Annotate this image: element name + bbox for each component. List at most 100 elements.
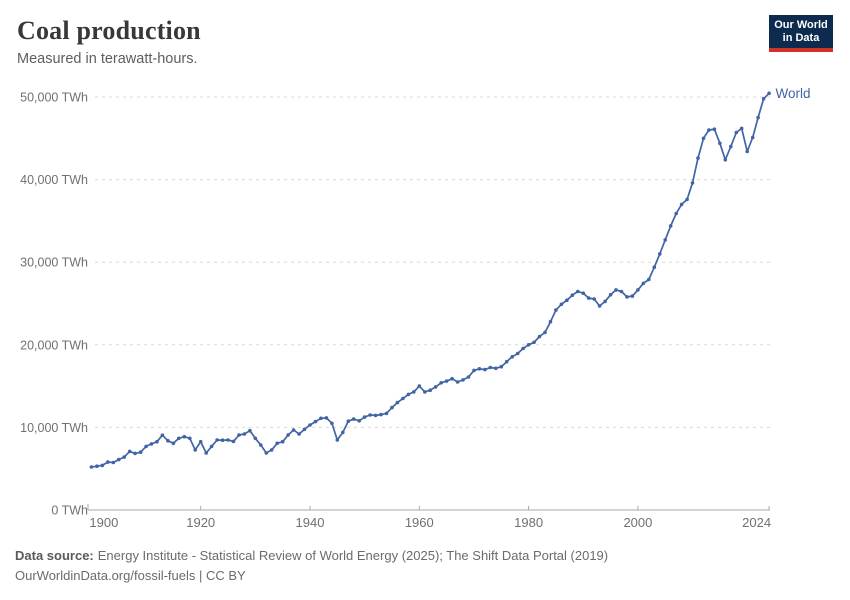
data-point-marker	[253, 436, 258, 441]
y-axis-tick-label: 20,000 TWh	[20, 338, 88, 352]
x-axis-tick-label: 1940	[296, 515, 325, 530]
data-point-marker	[543, 330, 547, 335]
data-point-marker	[302, 427, 307, 432]
world-series-label[interactable]: World	[776, 86, 811, 101]
data-point-marker	[532, 340, 536, 345]
data-point-marker	[401, 396, 405, 401]
data-source-label: Data source:	[15, 548, 94, 563]
data-point-marker	[701, 136, 706, 141]
data-point-marker	[362, 415, 367, 419]
data-point-marker	[373, 413, 378, 418]
data-point-marker	[341, 430, 345, 435]
x-axis-tick-label: 2000	[623, 515, 652, 530]
owid-url-link[interactable]: OurWorldinData.org/fossil-fuels	[15, 567, 196, 583]
y-axis-tick-label: 30,000 TWh	[20, 256, 88, 270]
data-point-marker	[280, 439, 285, 444]
y-axis-tick-label: 40,000 TWh	[20, 173, 88, 187]
data-point-marker	[100, 463, 105, 468]
world-series-markers[interactable]	[89, 91, 771, 469]
data-point-marker	[144, 444, 148, 449]
data-point-marker	[608, 293, 613, 297]
data-point-marker	[127, 449, 132, 454]
data-point-marker	[264, 451, 269, 455]
data-point-marker	[313, 419, 318, 424]
data-point-marker	[750, 135, 755, 140]
data-point-marker	[275, 441, 280, 446]
data-point-marker	[439, 381, 444, 385]
data-point-marker	[521, 346, 525, 351]
data-point-marker	[734, 130, 739, 135]
data-point-marker	[122, 455, 126, 459]
x-axis	[87, 504, 770, 511]
data-point-marker	[166, 438, 170, 443]
data-point-marker	[390, 405, 394, 410]
data-point-marker	[718, 141, 722, 146]
data-point-marker	[226, 438, 230, 442]
data-point-marker	[483, 367, 487, 372]
data-point-marker	[499, 364, 504, 369]
x-axis-tick-label: 1980	[514, 515, 543, 530]
data-point-marker	[269, 448, 274, 452]
data-point-marker	[707, 128, 711, 132]
data-point-marker	[537, 334, 542, 339]
data-point-marker	[346, 419, 351, 424]
data-point-marker	[559, 302, 564, 307]
x-axis-tick-label: 1960	[405, 515, 434, 530]
data-point-marker	[149, 442, 154, 446]
data-point-marker	[581, 291, 586, 296]
data-point-marker	[215, 438, 219, 442]
license-text: | CC BY	[195, 567, 246, 583]
data-point-marker	[406, 392, 411, 397]
data-point-marker	[395, 400, 400, 405]
data-point-marker	[586, 296, 591, 300]
license-line: OurWorldinData.org/fossil-fuels | CC BY	[15, 566, 608, 586]
data-point-marker	[188, 436, 192, 441]
page-title: Coal production	[17, 16, 201, 45]
data-point-marker	[351, 417, 356, 421]
data-point-marker	[570, 293, 575, 298]
owid-logo[interactable]: Our World in Data	[769, 15, 833, 52]
y-axis-tick-label: 0 TWh	[51, 504, 88, 518]
data-point-marker	[647, 277, 651, 282]
gridlines	[95, 96, 774, 428]
data-point-marker	[116, 457, 121, 462]
data-point-marker	[756, 115, 760, 120]
data-point-marker	[603, 299, 607, 304]
data-point-marker	[668, 224, 673, 228]
data-point-marker	[472, 368, 476, 373]
data-point-marker	[357, 419, 362, 423]
data-point-marker	[767, 91, 771, 96]
data-point-marker	[636, 288, 640, 292]
data-point-marker	[433, 385, 438, 389]
data-point-marker	[335, 438, 340, 442]
data-point-marker	[597, 304, 602, 308]
data-point-marker	[412, 390, 416, 394]
data-point-marker	[231, 439, 236, 444]
data-point-marker	[565, 298, 569, 303]
data-point-marker	[204, 451, 208, 455]
data-point-marker	[379, 412, 383, 417]
data-point-marker	[428, 388, 433, 393]
data-point-marker	[138, 450, 143, 455]
data-point-marker	[739, 126, 744, 131]
data-point-marker	[494, 366, 498, 371]
data-point-marker	[95, 464, 99, 469]
owid-logo-line2: in Data	[782, 32, 820, 44]
x-axis-tick-label: 1900	[89, 515, 118, 530]
x-axis-labels: 1900 1920 1940 1960 1980 2000 2024	[89, 515, 771, 530]
data-point-marker	[625, 295, 629, 299]
chart-footer: Data source: Energy Institute - Statistic…	[15, 546, 608, 585]
data-point-marker	[652, 265, 657, 270]
data-point-marker	[504, 359, 509, 364]
world-series-line[interactable]	[90, 92, 770, 468]
y-axis-tick-label: 10,000 TWh	[20, 421, 88, 435]
x-axis-tick-label: 1920	[186, 515, 215, 530]
data-point-marker	[761, 96, 766, 101]
data-point-marker	[526, 343, 531, 347]
data-point-marker	[133, 451, 137, 456]
data-point-marker	[248, 428, 252, 433]
owid-logo-line1: Our World	[774, 19, 828, 31]
data-point-marker	[488, 365, 493, 370]
